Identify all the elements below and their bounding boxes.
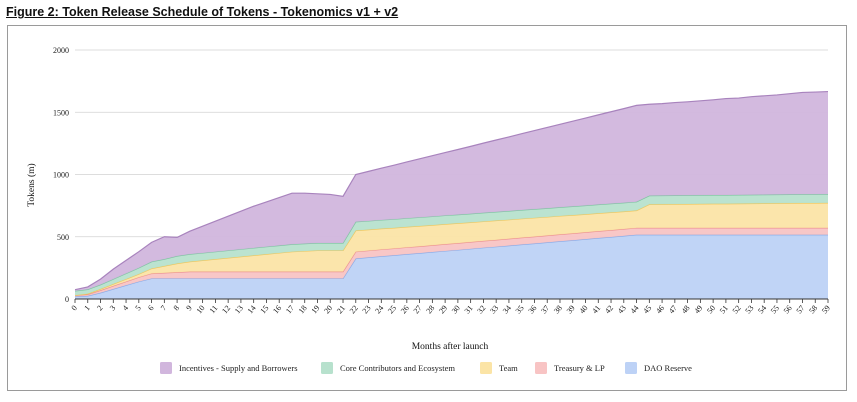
x-tick-label: 27	[412, 304, 424, 316]
x-tick-label: 2	[95, 304, 104, 313]
x-tick-label: 33	[488, 304, 500, 316]
x-tick-label: 46	[654, 304, 666, 316]
area-dao-reserve	[75, 234, 828, 299]
x-tick-label: 20	[322, 304, 334, 316]
x-tick-label: 47	[667, 304, 679, 316]
x-tick-label: 36	[526, 304, 538, 316]
area-team	[75, 202, 828, 296]
x-tick-label: 54	[756, 304, 768, 316]
x-tick-label: 39	[565, 304, 577, 316]
x-tick-label: 34	[501, 304, 513, 316]
x-tick-label: 21	[335, 304, 347, 316]
x-tick-label: 25	[386, 304, 398, 316]
x-tick-label: 24	[373, 304, 385, 316]
x-tick-labels: 0 1 2 3 4 5 6 7 8 9 10 11 12 13 14 15 16 17 18 19 20 21 22 23 24…	[70, 299, 832, 315]
x-tick-label: 31	[463, 304, 475, 316]
x-tick-label: 16	[271, 304, 283, 316]
x-tick-label: 4	[121, 304, 130, 313]
x-tick-label: 41	[590, 304, 602, 316]
x-tick-label: 50	[705, 304, 717, 316]
area-incentives-supply-and-borrowers	[75, 91, 828, 291]
x-tick-label: 8	[172, 304, 181, 313]
y-tick-labels: 0 500 1000 1500 2000	[53, 46, 69, 304]
x-tick-label: 3	[108, 304, 117, 313]
x-tick-label: 30	[450, 304, 462, 316]
x-tick-label: 23	[361, 304, 373, 316]
x-tick-label: 57	[794, 304, 806, 316]
x-tick-label: 35	[514, 304, 526, 316]
x-tick-label: 11	[208, 304, 220, 316]
y-tick-label: 1000	[53, 171, 69, 180]
x-tick-label: 53	[743, 304, 755, 316]
x-tick-label: 48	[680, 304, 692, 316]
x-tick-label: 55	[769, 304, 781, 316]
x-tick-label: 17	[284, 304, 296, 316]
x-tick-label: 19	[309, 304, 321, 316]
legend-swatch-core-contributors-and-ecosystem	[321, 362, 333, 374]
legend-label-team: Team	[499, 363, 518, 373]
y-tick-label: 2000	[53, 46, 69, 55]
chart-frame	[7, 25, 847, 391]
legend-label-treasury-lp: Treasury & LP	[554, 363, 605, 373]
legend-swatch-team	[480, 362, 492, 374]
x-tick-label: 10	[195, 304, 207, 316]
x-tick-label: 5	[133, 304, 142, 313]
y-tick-label: 1500	[53, 108, 69, 117]
stacked-areas	[74, 90, 829, 299]
x-tick-label: 45	[641, 304, 653, 316]
x-tick-label: 26	[399, 304, 411, 316]
x-tick-label: 15	[258, 304, 270, 316]
x-tick-label: 6	[146, 304, 155, 313]
x-tick-label: 51	[718, 304, 730, 316]
x-tick-label: 14	[246, 304, 258, 316]
x-tick-label: 22	[348, 304, 360, 316]
line-incentives-supply-and-borrowers	[74, 90, 829, 291]
legend-label-core-contributors-and-ecosystem: Core Contributors and Ecosystem	[340, 363, 455, 373]
x-tick-label: 32	[475, 304, 487, 316]
x-tick-label: 29	[437, 304, 449, 316]
x-tick-label: 58	[807, 304, 819, 316]
x-tick-label: 59	[820, 304, 832, 316]
x-tick-label: 0	[70, 304, 79, 313]
x-tick-label: 28	[424, 304, 436, 316]
y-tick-label: 500	[57, 233, 69, 242]
y-axis-title: Tokens (m)	[26, 163, 37, 206]
legend-label-incentives-supply-and-borrowers: Incentives - Supply and Borrowers	[179, 363, 298, 373]
legend: Incentives - Supply and Borrowers Core Co…	[160, 362, 692, 374]
legend-label-dao-reserve: DAO Reserve	[644, 363, 692, 373]
x-tick-label: 52	[731, 304, 743, 316]
x-tick-label: 43	[616, 304, 628, 316]
legend-swatch-treasury-lp	[535, 362, 547, 374]
x-tick-label: 9	[184, 304, 193, 313]
x-tick-label: 7	[159, 304, 168, 313]
legend-swatch-incentives-supply-and-borrowers	[160, 362, 172, 374]
x-tick-label: 42	[603, 304, 615, 316]
y-tick-label: 0	[65, 295, 69, 304]
x-tick-label: 12	[220, 304, 232, 316]
legend-swatch-dao-reserve	[625, 362, 637, 374]
x-tick-label: 56	[782, 304, 794, 316]
x-tick-label: 49	[692, 304, 704, 316]
x-tick-label: 1	[82, 304, 91, 313]
x-tick-label: 44	[629, 304, 641, 316]
x-tick-label: 40	[578, 304, 590, 316]
x-axis-title: Months after launch	[412, 341, 489, 352]
x-tick-label: 38	[552, 304, 564, 316]
x-tick-label: 13	[233, 304, 245, 316]
figure-title: Figure 2: Token Release Schedule of Toke…	[6, 5, 399, 19]
x-tick-label: 18	[297, 304, 309, 316]
x-tick-label: 37	[539, 304, 551, 316]
